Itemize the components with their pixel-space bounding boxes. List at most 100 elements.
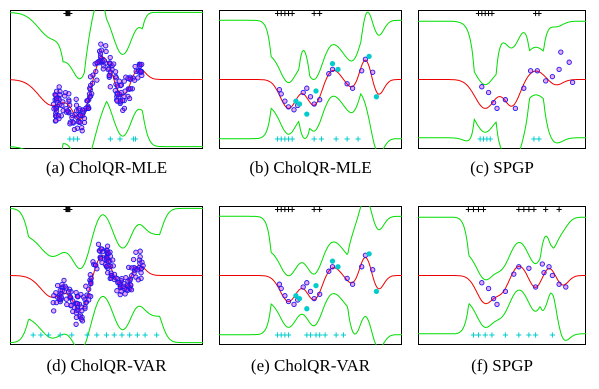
data-point — [276, 86, 283, 93]
data-point — [73, 96, 79, 102]
inducing-point-bottom — [355, 136, 361, 142]
test-point — [313, 88, 319, 94]
data-point — [563, 284, 569, 290]
inducing-point-bottom — [107, 136, 113, 142]
inducing-point-bottom — [57, 332, 63, 338]
panel-d — [10, 206, 203, 345]
data-point — [511, 271, 517, 277]
inducing-point-bottom — [533, 332, 539, 338]
inducing-point-bottom — [119, 332, 125, 338]
data-point — [66, 98, 72, 105]
inducing-point-bottom — [311, 136, 317, 142]
inducing-point-bottom — [134, 332, 140, 338]
data-point — [106, 72, 112, 78]
data-point — [109, 66, 115, 73]
data-point — [67, 293, 73, 300]
inducing-point-top — [480, 206, 487, 213]
data-point — [64, 108, 71, 114]
data-point — [87, 74, 94, 80]
upper-envelope — [10, 207, 203, 270]
data-point — [102, 261, 109, 268]
data-point — [88, 280, 94, 286]
data-point — [285, 104, 292, 110]
data-point — [494, 301, 500, 308]
data-point — [512, 105, 519, 112]
inducing-point-bottom — [318, 136, 325, 142]
data-point — [129, 272, 135, 279]
data-point — [569, 79, 576, 86]
test-point — [335, 264, 341, 270]
predictive-mean — [219, 59, 402, 109]
data-point — [58, 294, 64, 300]
data-point — [490, 295, 497, 302]
data-point — [329, 66, 336, 73]
data-point — [123, 274, 129, 281]
data-point — [117, 82, 124, 89]
inducing-point-bottom — [516, 332, 522, 338]
test-point — [296, 295, 303, 302]
data-point — [556, 66, 562, 73]
inducing-point-bottom — [285, 332, 292, 338]
data-point — [68, 302, 74, 308]
data-point — [311, 101, 317, 107]
data-point — [549, 73, 556, 80]
data-point — [138, 275, 144, 282]
inducing-point-bottom — [84, 332, 90, 338]
data-point — [370, 69, 376, 75]
data-point — [317, 291, 323, 297]
data-point — [362, 56, 369, 62]
test-point — [304, 306, 310, 312]
inducing-point-top — [526, 206, 532, 213]
test-point — [373, 288, 380, 295]
inducing-point-bottom — [103, 332, 110, 338]
data-point — [55, 113, 62, 119]
data-point — [326, 71, 332, 77]
data-point — [134, 267, 141, 273]
inducing-point-bottom — [46, 332, 52, 338]
data-point — [69, 114, 75, 121]
data-point — [87, 82, 94, 89]
data-point — [502, 97, 509, 103]
data-point — [57, 88, 63, 95]
inducing-point-top — [311, 206, 317, 213]
data-point — [543, 78, 549, 84]
caption-f: (f) SPGP — [471, 356, 533, 375]
data-point — [130, 256, 137, 263]
data-point — [516, 264, 522, 270]
data-point — [114, 91, 121, 98]
inducing-point-bottom — [322, 332, 328, 338]
data-point — [311, 295, 317, 302]
data-point — [93, 262, 99, 268]
data-point — [135, 75, 141, 81]
data-point — [54, 282, 61, 289]
data-point — [53, 117, 59, 124]
data-point — [276, 281, 283, 287]
upper-envelope — [219, 11, 402, 84]
data-point — [77, 119, 83, 125]
data-point — [344, 275, 350, 282]
inducing-point-top — [317, 206, 323, 213]
plot-c — [418, 10, 586, 149]
data-point — [359, 68, 365, 74]
inducing-point-bottom — [94, 332, 100, 338]
data-point — [370, 267, 376, 273]
test-point — [313, 282, 319, 289]
inducing-point-bottom — [487, 136, 493, 142]
plot-a — [10, 10, 203, 149]
data-point — [278, 285, 284, 292]
inducing-point-top — [311, 10, 317, 17]
caption-a: (a) CholQR-MLE — [45, 158, 168, 177]
lower-envelope — [418, 94, 586, 149]
data-point — [95, 241, 102, 247]
data-point — [126, 95, 133, 102]
plot-d — [10, 206, 203, 345]
data-point — [110, 257, 116, 263]
inducing-point-bottom — [38, 332, 44, 338]
inducing-point-top — [521, 206, 527, 213]
data-point — [119, 97, 126, 103]
data-point — [60, 107, 66, 114]
inducing-point-top — [536, 10, 542, 17]
inducing-point-bottom — [142, 332, 148, 338]
inducing-point-top — [556, 206, 562, 213]
data-point — [132, 63, 138, 70]
